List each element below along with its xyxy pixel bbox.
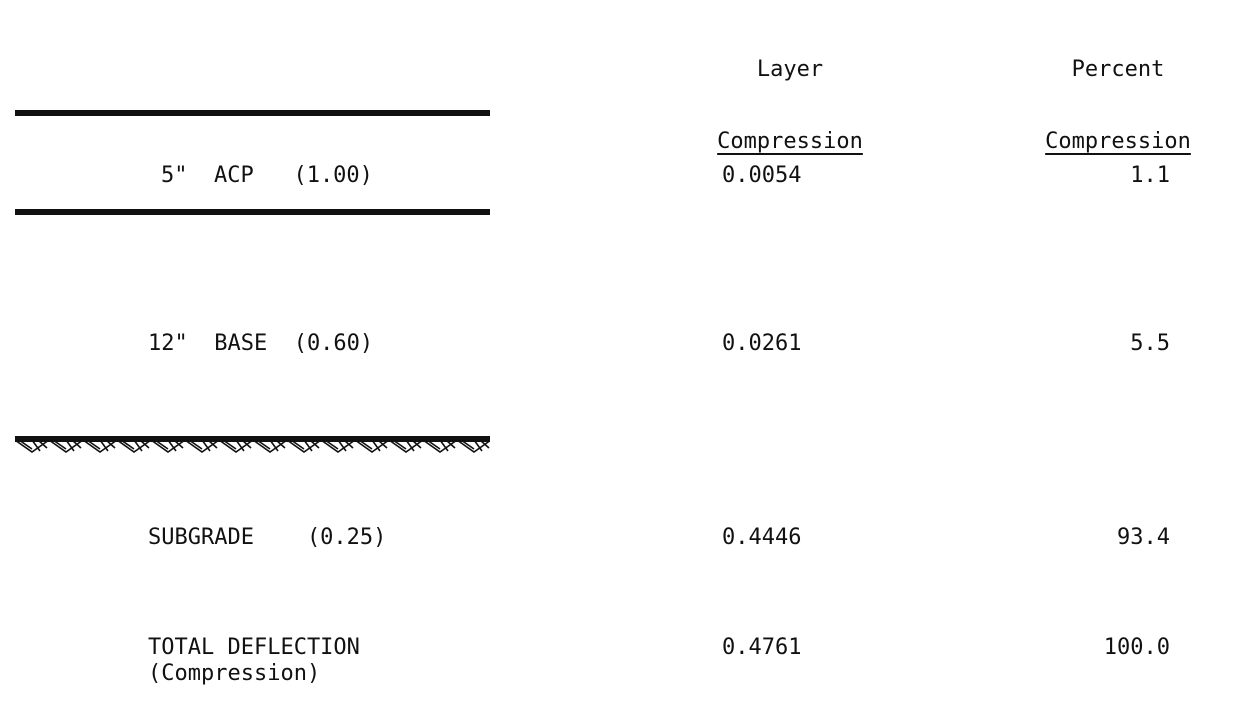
hatch-mark — [150, 439, 186, 453]
hatch-mark — [252, 439, 288, 453]
hatch-mark — [184, 439, 220, 453]
header-percent-compression: Percent Compression — [1028, 10, 1208, 178]
hatch-mark — [354, 439, 390, 453]
header-layer-compression-line1: Layer — [756, 57, 824, 82]
subgrade-top-line — [15, 436, 490, 442]
header-layer-compression: Layer Compression — [700, 10, 880, 178]
surface-line — [15, 110, 490, 116]
row-subgrade-percent-compression: 93.4 — [1117, 525, 1170, 550]
hatch-mark — [422, 439, 458, 453]
header-layer-compression-line2: Compression — [717, 129, 863, 154]
row-base-label: 12" BASE (0.60) — [148, 331, 374, 356]
header-percent-compression-line1: Percent — [1071, 57, 1165, 82]
row-subgrade-label: SUBGRADE (0.25) — [148, 525, 387, 550]
row-subgrade-layer-compression: 0.4446 — [722, 525, 802, 550]
hatch-mark — [320, 439, 356, 453]
header-percent-compression-line2: Compression — [1045, 129, 1191, 154]
row-acp-label: 5" ACP (1.00) — [161, 163, 373, 188]
hatch-mark — [286, 439, 322, 453]
row-total-sublabel: (Compression) — [148, 661, 321, 686]
hatch-mark — [48, 439, 84, 453]
hatch-mark — [82, 439, 118, 453]
hatch-mark — [218, 439, 254, 453]
row-total-label: TOTAL DEFLECTION — [148, 635, 360, 660]
row-acp-layer-compression: 0.0054 — [722, 163, 802, 188]
row-total-layer-compression: 0.4761 — [722, 635, 802, 660]
row-base-percent-compression: 5.5 — [1130, 331, 1170, 356]
hatch-mark — [116, 439, 152, 453]
soil-hatching — [15, 439, 490, 453]
hatch-mark — [15, 439, 50, 453]
row-acp-percent-compression: 1.1 — [1130, 163, 1170, 188]
row-base-layer-compression: 0.0261 — [722, 331, 802, 356]
hatch-mark — [456, 439, 490, 453]
acp-bottom-line — [15, 209, 490, 215]
row-total-percent-compression: 100.0 — [1103, 635, 1170, 660]
hatch-mark — [388, 439, 424, 453]
